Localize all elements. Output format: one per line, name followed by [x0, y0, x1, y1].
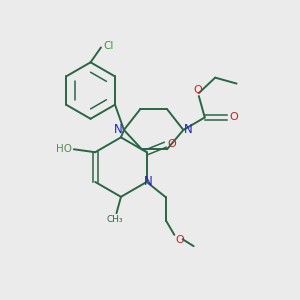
Text: O: O: [194, 85, 203, 95]
Text: N: N: [144, 176, 153, 188]
Text: CH₃: CH₃: [107, 215, 123, 224]
Text: O: O: [175, 235, 184, 245]
Text: N: N: [114, 123, 123, 136]
Text: Cl: Cl: [103, 41, 114, 51]
Text: N: N: [184, 123, 193, 136]
Text: O: O: [167, 139, 176, 149]
Text: O: O: [229, 112, 238, 122]
Text: HO: HO: [56, 144, 72, 154]
